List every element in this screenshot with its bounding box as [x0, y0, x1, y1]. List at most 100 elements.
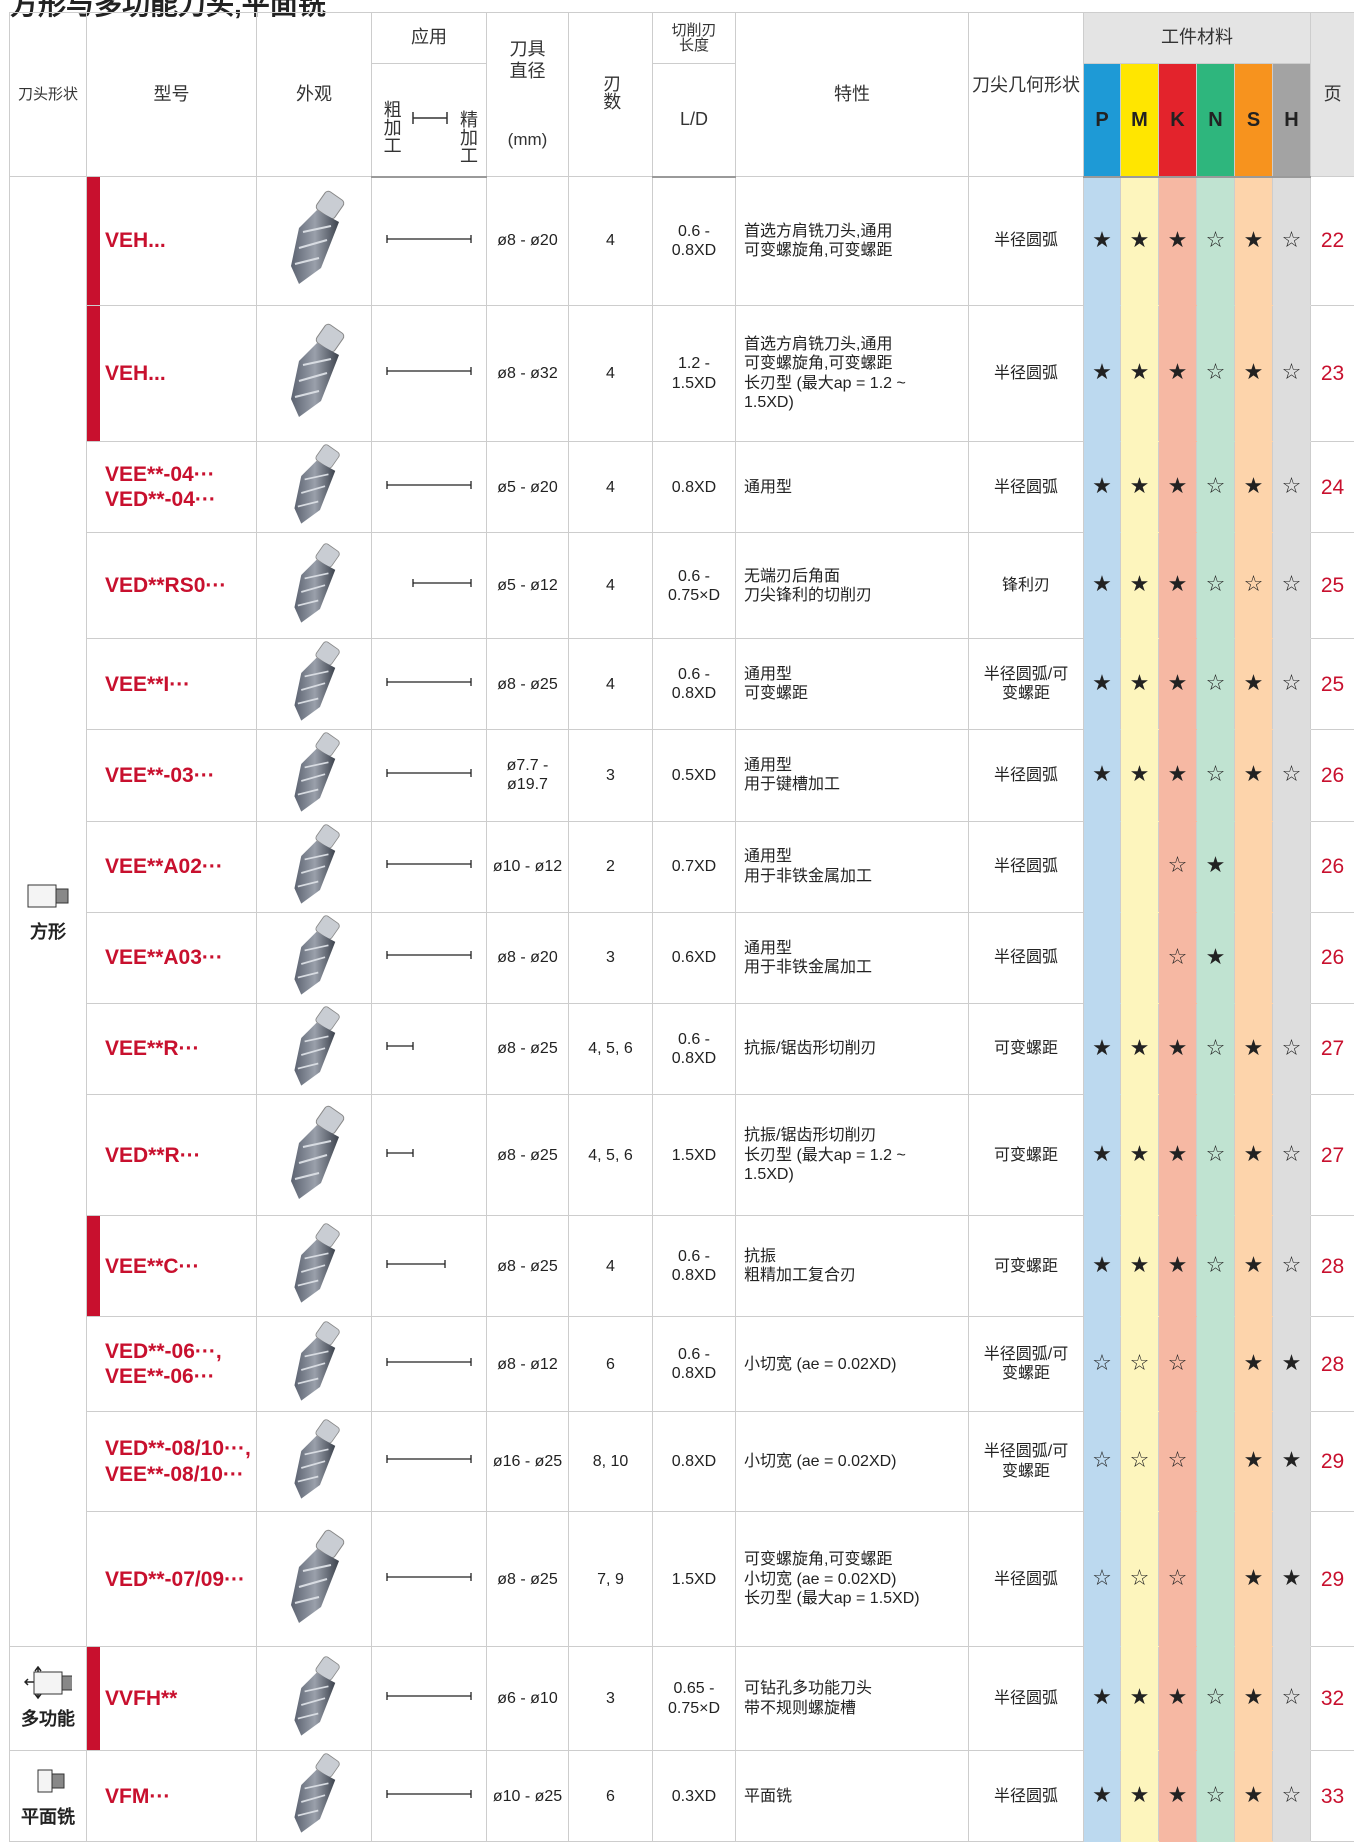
application-bar	[379, 947, 479, 963]
rating: ☆	[1273, 442, 1311, 533]
diameter: ø10 - ø12	[487, 821, 569, 912]
rating: ★	[1273, 1512, 1311, 1647]
model: VEE**A03···	[87, 912, 257, 1003]
feature: 首选方肩铣刀头,通用 可变螺旋角,可变螺距 长刃型 (最大ap = 1.2 ~ …	[736, 306, 969, 442]
application-bar	[379, 1354, 479, 1370]
tool-look	[257, 533, 372, 639]
teeth: 4, 5, 6	[569, 1003, 653, 1094]
rating	[1084, 821, 1121, 912]
rating: ☆	[1121, 1317, 1159, 1412]
rating: ☆	[1235, 533, 1273, 639]
tool-body	[294, 658, 335, 721]
rating: ☆	[1273, 730, 1311, 821]
rating: ★	[1235, 306, 1273, 442]
teeth: 4	[569, 533, 653, 639]
ld: 0.7XD	[653, 821, 736, 912]
rating: ★	[1159, 306, 1197, 442]
page-number: 27	[1311, 1095, 1354, 1216]
rating: ★	[1084, 1003, 1121, 1094]
col-model: 型号	[87, 13, 257, 177]
application	[372, 1751, 487, 1842]
application	[372, 821, 487, 912]
rating: ★	[1235, 1003, 1273, 1094]
diameter: ø8 - ø25	[487, 1095, 569, 1216]
geometry: 半径圆弧	[969, 821, 1084, 912]
rating: ☆	[1159, 1512, 1197, 1647]
application	[372, 306, 487, 442]
rating: ★	[1084, 177, 1121, 306]
tool-body	[291, 343, 339, 417]
cut-length-label: 切削刃长度	[668, 23, 720, 53]
tool-look	[257, 639, 372, 730]
rating: ★	[1121, 442, 1159, 533]
rating: ☆	[1121, 1512, 1159, 1647]
diameter: ø8 - ø25	[487, 1003, 569, 1094]
feature: 通用型 用于键槽加工	[736, 730, 969, 821]
geometry: 半径圆弧	[969, 912, 1084, 1003]
model: VEE**-03···	[87, 730, 257, 821]
tool-image	[269, 1522, 359, 1632]
tool-body	[294, 1435, 335, 1498]
rating: ★	[1121, 639, 1159, 730]
rating: ☆	[1273, 1003, 1311, 1094]
geometry-label: 刀尖几何形状	[971, 75, 1081, 97]
rating: ★	[1159, 1095, 1197, 1216]
geometry: 半径圆弧	[969, 442, 1084, 533]
geometry: 半径圆弧	[969, 1512, 1084, 1647]
diameter: ø16 - ø25	[487, 1412, 569, 1512]
grade-header: M	[1121, 64, 1159, 177]
rating: ★	[1273, 1412, 1311, 1512]
rating: ★	[1084, 730, 1121, 821]
rating: ★	[1235, 1095, 1273, 1216]
tool-body	[294, 749, 335, 812]
rating: ★	[1084, 639, 1121, 730]
tool-image	[269, 1098, 359, 1208]
page-number: 28	[1311, 1216, 1354, 1317]
rating: ★	[1235, 1751, 1273, 1842]
application-bar	[379, 231, 479, 247]
rating: ☆	[1084, 1412, 1121, 1512]
shape-icon	[24, 1764, 72, 1798]
rating: ☆	[1197, 730, 1235, 821]
model: VED**-07/09···	[87, 1512, 257, 1647]
tool-body	[294, 461, 335, 524]
col-shape: 刀头形状	[10, 13, 87, 177]
model: VEE**-04··· VED**-04···	[87, 442, 257, 533]
rating: ☆	[1197, 306, 1235, 442]
rating: ☆	[1197, 1647, 1235, 1751]
page-number: 27	[1311, 1003, 1354, 1094]
page-number: 26	[1311, 821, 1354, 912]
diameter: ø6 - ø10	[487, 1647, 569, 1751]
application-bar	[379, 1038, 479, 1054]
rating: ★	[1121, 1003, 1159, 1094]
rating: ☆	[1197, 442, 1235, 533]
diameter: ø8 - ø20	[487, 912, 569, 1003]
page-number: 25	[1311, 639, 1354, 730]
rating: ☆	[1197, 639, 1235, 730]
page-number: 32	[1311, 1647, 1354, 1751]
shape-icon	[24, 1666, 72, 1700]
col-cut-length: 切削刃长度	[653, 13, 736, 64]
rating	[1273, 821, 1311, 912]
application-range: 粗加工 精加工	[372, 64, 487, 177]
ld: 1.5XD	[653, 1512, 736, 1647]
application	[372, 1003, 487, 1094]
geometry: 半径圆弧	[969, 1647, 1084, 1751]
rating: ★	[1084, 1095, 1121, 1216]
geometry: 半径圆弧/可 变螺距	[969, 639, 1084, 730]
diameter: ø8 - ø32	[487, 306, 569, 442]
teeth: 4	[569, 639, 653, 730]
rating: ☆	[1273, 533, 1311, 639]
rating: ☆	[1273, 1647, 1311, 1751]
rating	[1235, 821, 1273, 912]
ld: 0.65 - 0.75×D	[653, 1647, 736, 1751]
tool-image	[269, 1319, 359, 1404]
shape-cell: 平面铣	[10, 1751, 87, 1842]
